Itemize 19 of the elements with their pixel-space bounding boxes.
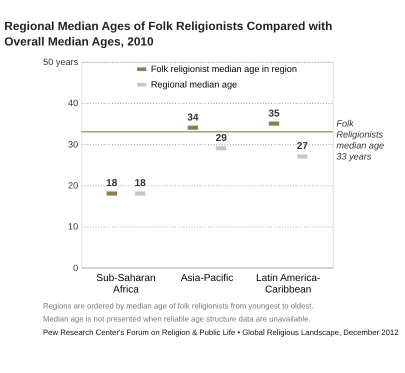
chart-title: Regional Median Ages of Folk Religionists Compared with Overall Median Ages, 2010 <box>4 18 332 48</box>
y-tick-label: 0 <box>73 262 78 273</box>
legend-label: Regional median age <box>150 79 238 90</box>
data-label: 34 <box>187 112 199 124</box>
x-tick-label: Latin America-Caribbean <box>256 272 320 296</box>
y-tick-label: 10 <box>68 222 78 232</box>
data-label: 35 <box>268 108 280 120</box>
y-tick-label: 20 <box>68 180 78 191</box>
y-tick-label: 50 years <box>43 57 79 68</box>
data-label: 18 <box>134 178 146 190</box>
x-tick-label: Asia-Pacific <box>180 272 234 284</box>
legend-label: Folk religionist median age in region <box>150 64 297 74</box>
data-label: 27 <box>296 141 308 152</box>
ref-line-label: Folk Religionists median age 33 years <box>336 118 384 162</box>
y-tick-label: 40 <box>68 98 78 108</box>
data-label: 29 <box>216 132 228 144</box>
x-tick-label: Sub-Saharan Africa <box>96 272 156 296</box>
data-label: 18 <box>106 178 118 190</box>
y-tick-label: 30 <box>68 139 78 150</box>
